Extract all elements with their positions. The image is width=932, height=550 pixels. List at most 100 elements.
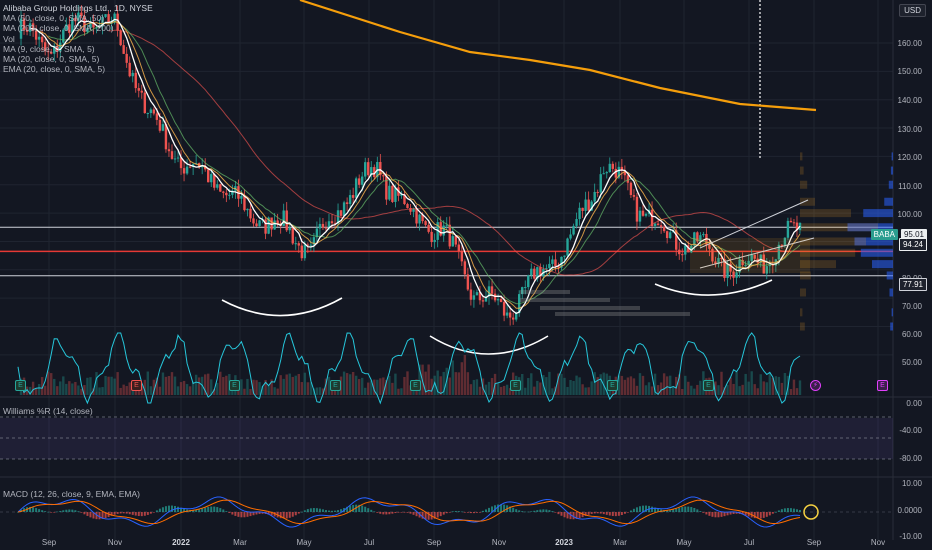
x-tick: Sep bbox=[806, 538, 822, 547]
macd-hist-bar bbox=[774, 511, 777, 513]
volume-bar bbox=[74, 381, 77, 395]
candle-body bbox=[644, 213, 648, 216]
candle-body bbox=[563, 255, 566, 257]
dividend-event-icon[interactable]: ⚡ bbox=[810, 380, 821, 391]
candle-body bbox=[83, 15, 86, 33]
macd-hist-bar bbox=[539, 509, 542, 512]
volume-bar bbox=[403, 376, 406, 395]
macd-hist-bar bbox=[53, 512, 56, 513]
macd-hist-bar bbox=[192, 510, 195, 512]
candle-body bbox=[188, 166, 192, 168]
candle-body bbox=[46, 51, 50, 53]
macd-hist-bar bbox=[95, 512, 98, 520]
macd-hist-bar bbox=[433, 512, 436, 519]
macd-hist-bar bbox=[119, 512, 122, 514]
earnings-event-icon[interactable]: E bbox=[131, 380, 142, 391]
candle-body bbox=[342, 202, 346, 216]
macd-hist-bar bbox=[500, 504, 503, 512]
macd-hist-bar bbox=[164, 506, 167, 512]
macd-hist-bar bbox=[795, 509, 798, 512]
y-tick: 150.00 bbox=[897, 67, 922, 76]
macd-hist-bar bbox=[454, 511, 457, 512]
candle-body bbox=[321, 223, 325, 228]
volume-bar bbox=[394, 373, 397, 395]
left-shoulder-arc bbox=[221, 297, 343, 317]
candle-body bbox=[572, 225, 575, 235]
profile-bar bbox=[800, 288, 806, 297]
candle-body bbox=[457, 244, 461, 252]
volume-bar bbox=[249, 388, 252, 395]
macd-hist-bar bbox=[388, 512, 391, 515]
earnings-event-icon[interactable]: E bbox=[877, 380, 888, 391]
candle-body bbox=[336, 210, 340, 224]
candle-body bbox=[370, 167, 373, 176]
volume-bar bbox=[125, 386, 128, 395]
volume-bar bbox=[62, 376, 65, 395]
candle-body bbox=[650, 209, 654, 226]
macd-hist-bar bbox=[629, 510, 632, 512]
volume-bar bbox=[101, 387, 104, 395]
macd-hist-bar bbox=[799, 509, 801, 512]
candle-body bbox=[611, 163, 615, 169]
y-tick: 70.00 bbox=[901, 302, 922, 311]
x-tick: Mar bbox=[233, 538, 247, 547]
candle-body bbox=[502, 302, 506, 316]
x-tick: Jul bbox=[363, 538, 375, 547]
macd-hist-bar bbox=[155, 510, 158, 512]
macd-hist-bar bbox=[74, 510, 77, 512]
candle-body bbox=[578, 207, 581, 220]
earnings-event-icon[interactable]: E bbox=[15, 380, 26, 391]
candle-body bbox=[128, 62, 131, 77]
macd-hist-bar bbox=[255, 512, 258, 515]
earnings-event-icon[interactable]: E bbox=[410, 380, 421, 391]
macd-hist-bar bbox=[590, 512, 593, 514]
candle-body bbox=[213, 174, 216, 188]
macd-hist-bar bbox=[20, 509, 23, 512]
candle-body bbox=[333, 223, 337, 225]
volume-bar bbox=[303, 372, 307, 395]
profile-bar bbox=[800, 180, 808, 189]
macd-hist-bar bbox=[243, 512, 246, 518]
gap-zone bbox=[540, 306, 640, 310]
earnings-event-icon[interactable]: E bbox=[510, 380, 521, 391]
volume-bar bbox=[439, 376, 442, 395]
candle-body bbox=[765, 266, 768, 274]
macd-hist-bar bbox=[225, 511, 228, 512]
macd-hist-bar bbox=[503, 504, 506, 512]
candle-body bbox=[161, 124, 165, 131]
volume-bar bbox=[194, 374, 198, 395]
currency-button[interactable]: USD bbox=[899, 4, 926, 17]
candle-body bbox=[536, 267, 539, 279]
macd-hist-bar bbox=[219, 508, 222, 512]
macd-hist-bar bbox=[252, 512, 255, 516]
earnings-event-icon[interactable]: E bbox=[229, 380, 240, 391]
candle-body bbox=[569, 234, 572, 239]
candle-body bbox=[448, 224, 451, 247]
candle-body bbox=[288, 227, 291, 231]
macd-hist-bar bbox=[512, 507, 515, 512]
earnings-event-icon[interactable]: E bbox=[703, 380, 714, 391]
macd-hist-bar bbox=[92, 512, 95, 519]
volume-bar bbox=[321, 388, 325, 395]
earnings-event-icon[interactable]: E bbox=[330, 380, 341, 391]
volume-bar bbox=[433, 375, 436, 395]
earnings-event-icon[interactable]: E bbox=[607, 380, 618, 391]
macd-hist-bar bbox=[89, 512, 92, 518]
volume-bar bbox=[31, 381, 35, 395]
profile-bar bbox=[800, 260, 836, 269]
candle-body bbox=[31, 23, 35, 31]
volume-bar bbox=[379, 378, 382, 395]
volume-bar bbox=[59, 381, 62, 395]
macd-hist-bar bbox=[494, 505, 497, 512]
volume-bar bbox=[65, 383, 68, 395]
candle-body bbox=[747, 260, 750, 265]
williams-y-tick: 0.00 bbox=[906, 399, 922, 408]
macd-hist-bar bbox=[521, 511, 524, 512]
macd-hist-bar bbox=[406, 512, 409, 513]
volume-bar bbox=[605, 373, 608, 395]
candle-body bbox=[345, 202, 349, 204]
macd-hist-bar bbox=[376, 512, 379, 513]
macd-hist-bar bbox=[80, 512, 83, 513]
volume-bar bbox=[267, 385, 270, 395]
